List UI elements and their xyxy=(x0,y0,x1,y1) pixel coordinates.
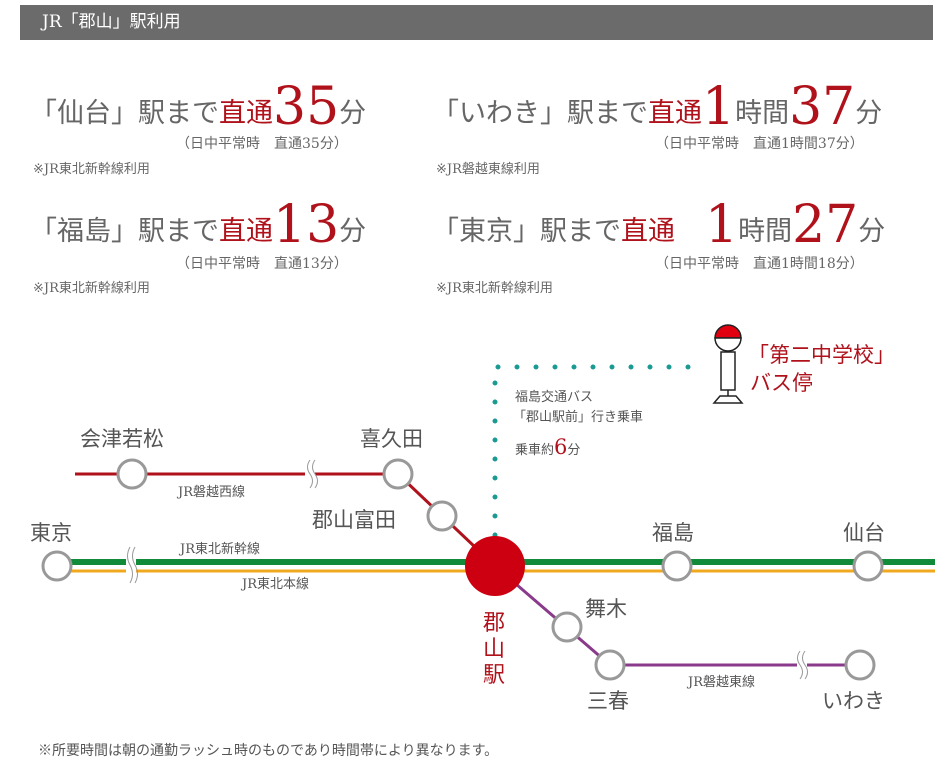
direct-label: 直通 xyxy=(219,216,273,247)
label-miharu: 三春 xyxy=(587,689,629,713)
station-sendai xyxy=(852,550,884,582)
time-fukushima: 「福島」駅まで直通13分 xyxy=(30,199,367,251)
label-koriyama-3: 駅 xyxy=(483,663,505,688)
direct-label: 直通 xyxy=(648,98,702,129)
minutes: 13 xyxy=(273,195,340,255)
bus-destination: 「郡山駅前」行き乗車 xyxy=(513,409,643,425)
min-unit: 分 xyxy=(855,98,883,129)
label-tokyo: 東京 xyxy=(30,521,72,545)
destination: 「福島」駅まで xyxy=(30,216,219,247)
destination: 「仙台」駅まで xyxy=(30,98,219,129)
time-iwaki: 「いわき」駅まで直通1時間37分 xyxy=(432,81,883,133)
station-miharu xyxy=(594,649,626,681)
label-tohoku-main: JR東北本線 xyxy=(240,576,309,592)
min-unit: 分 xyxy=(339,216,367,247)
station-tokyo xyxy=(41,550,73,582)
bus-ride-time: 乗車約6分 xyxy=(515,435,580,459)
hours: 1 xyxy=(702,77,736,137)
note-tokyo: ※JR東北新幹線利用 xyxy=(436,281,553,296)
destination: 「いわき」駅まで xyxy=(432,98,648,129)
label-koriyama-1: 郡 xyxy=(483,611,505,636)
detail-sendai: （日中平常時 直通35分） xyxy=(176,136,348,152)
station-aizu xyxy=(116,458,148,490)
station-fukushima xyxy=(661,550,693,582)
footnote: ※所要時間は朝の通勤ラッシュ時のものであり時間帯により異なります。 xyxy=(38,743,499,759)
min-unit: 分 xyxy=(858,216,886,247)
note-fukushima: ※JR東北新幹線利用 xyxy=(33,281,150,296)
bus-stop-label: バス停 xyxy=(750,371,813,395)
station-iwaki xyxy=(844,649,876,681)
label-shinkansen: JR東北新幹線 xyxy=(178,541,260,557)
minutes: 27 xyxy=(792,195,859,255)
break-mark xyxy=(126,459,808,680)
bus-stop-name: 「第二中学校」 xyxy=(748,343,895,367)
time-tokyo: 「東京」駅まで直通 1時間27分 xyxy=(432,199,886,251)
hour-unit: 時間 xyxy=(735,98,790,129)
header-title: JR「郡山」駅利用 xyxy=(42,12,181,32)
detail-iwaki: （日中平常時 直通1時間37分） xyxy=(655,136,864,152)
direct-label: 直通 xyxy=(621,216,675,247)
note-iwaki: ※JR磐越東線利用 xyxy=(436,162,540,177)
min-unit: 分 xyxy=(339,98,367,129)
label-iwaki: いわき xyxy=(822,689,885,713)
station-koriyama xyxy=(465,536,525,596)
label-banetsu-east: JR磐越東線 xyxy=(686,674,755,690)
time-sendai: 「仙台」駅まで直通35分 xyxy=(30,81,367,133)
label-sendai: 仙台 xyxy=(843,521,885,545)
label-kikuta: 喜久田 xyxy=(360,427,423,451)
minutes: 37 xyxy=(789,77,856,137)
bus-company: 福島交通バス xyxy=(515,389,593,405)
label-tomita: 郡山富田 xyxy=(312,508,396,532)
minutes: 35 xyxy=(273,77,340,137)
station-maigi xyxy=(551,611,583,643)
bus-route xyxy=(492,364,703,538)
note-sendai: ※JR東北新幹線利用 xyxy=(33,162,150,177)
hour-unit: 時間 xyxy=(738,216,793,247)
direct-label: 直通 xyxy=(219,98,273,129)
bus-stop-icon xyxy=(712,324,744,404)
destination: 「東京」駅まで xyxy=(432,216,621,247)
detail-tokyo: （日中平常時 直通1時間18分） xyxy=(655,256,864,272)
label-fukushima: 福島 xyxy=(652,521,694,545)
label-banetsu-west: JR磐越西線 xyxy=(176,484,245,500)
label-aizu: 会津若松 xyxy=(80,427,164,451)
station-tomita xyxy=(426,500,458,532)
hours: 1 xyxy=(705,195,739,255)
label-maigi: 舞木 xyxy=(585,597,627,621)
label-koriyama-2: 山 xyxy=(483,637,505,662)
header-bar: JR「郡山」駅利用 xyxy=(20,5,933,40)
station-kikuta xyxy=(382,458,414,490)
detail-fukushima: （日中平常時 直通13分） xyxy=(176,256,348,272)
